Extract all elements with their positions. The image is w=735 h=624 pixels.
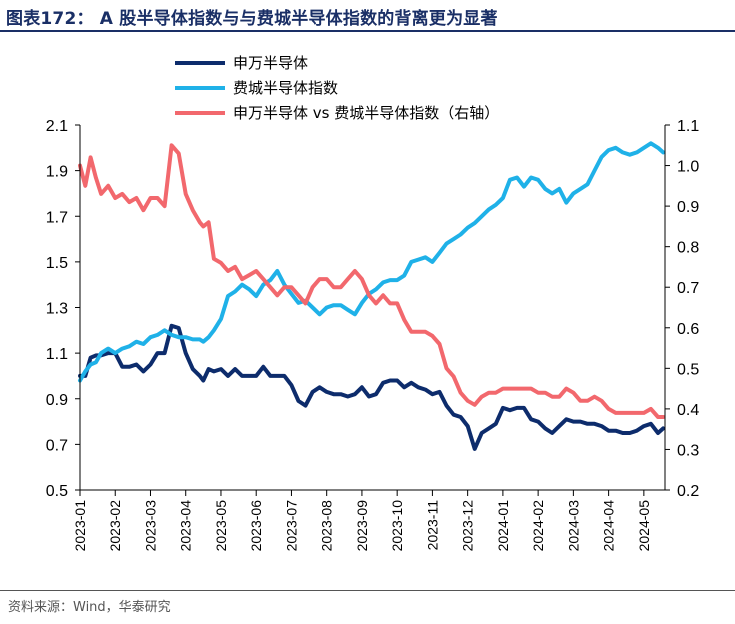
source-divider <box>0 590 735 591</box>
x-tick-label: 2023-04 <box>178 500 194 552</box>
x-tick-label: 2023-05 <box>213 500 229 552</box>
right-tick-label: 1.1 <box>677 118 699 135</box>
x-tick-label: 2024-03 <box>565 500 581 552</box>
left-tick-label: 0.5 <box>46 483 68 500</box>
left-tick-label: 0.9 <box>46 392 68 409</box>
left-tick-label: 1.9 <box>46 164 68 181</box>
right-tick-label: 0.2 <box>677 483 699 500</box>
right-tick-label: 0.9 <box>677 199 699 216</box>
series-line-2 <box>78 141 666 383</box>
x-tick-label: 2023-03 <box>142 500 158 552</box>
x-tick-label: 2024-05 <box>636 500 652 552</box>
right-tick-label: 1.0 <box>677 159 699 176</box>
right-tick-label: 0.5 <box>677 361 699 378</box>
right-tick-label: 0.4 <box>677 402 699 419</box>
x-tick-label: 2023-11 <box>424 500 440 551</box>
x-tick-label: 2023-12 <box>460 500 476 552</box>
x-tick-label: 2023-07 <box>283 500 299 552</box>
x-tick-label: 2023-01 <box>72 500 88 552</box>
legend-label-2: 费城半导体指数 <box>233 79 338 97</box>
right-tick-label: 0.6 <box>677 321 699 338</box>
x-tick-label: 2024-04 <box>601 500 617 552</box>
series-layer <box>78 141 666 451</box>
legend-label-1: 申万半导体 <box>233 54 308 72</box>
source-note: 资料来源：Wind，华泰研究 <box>8 600 171 615</box>
left-tick-label: 2.1 <box>46 118 68 135</box>
x-tick-label: 2024-01 <box>495 500 511 552</box>
chart-title: 图表172： A 股半导体指数与与费城半导体指数的背离更为显著 <box>6 9 498 29</box>
right-tick-label: 0.7 <box>677 280 699 297</box>
title-divider <box>0 30 735 32</box>
series-line-1 <box>78 323 666 451</box>
x-tick-label: 2023-09 <box>354 500 370 552</box>
left-tick-label: 1.5 <box>46 255 68 272</box>
left-tick-label: 1.1 <box>46 346 68 363</box>
right-tick-label: 0.8 <box>677 240 699 257</box>
left-tick-label: 1.3 <box>46 301 68 318</box>
series-line-3 <box>78 143 666 419</box>
axes-layer: 0.5 0.7 0.9 1.1 1.3 1.5 1.7 1.9 2.1 0.2 0.3 0.4 0.5 0… <box>46 118 700 551</box>
x-tick-label: 2023-02 <box>107 500 123 552</box>
right-tick-label: 0.3 <box>677 442 699 459</box>
x-tick-label: 2023-08 <box>319 500 335 552</box>
left-tick-label: 1.7 <box>46 209 68 226</box>
legend-label-3: 申万半导体 vs 费城半导体指数（右轴） <box>233 104 499 122</box>
x-tick-label: 2023-10 <box>389 500 405 552</box>
x-tick-label: 2023-06 <box>248 500 264 552</box>
x-tick-label: 2024-02 <box>530 500 546 552</box>
left-tick-label: 0.7 <box>46 437 68 454</box>
